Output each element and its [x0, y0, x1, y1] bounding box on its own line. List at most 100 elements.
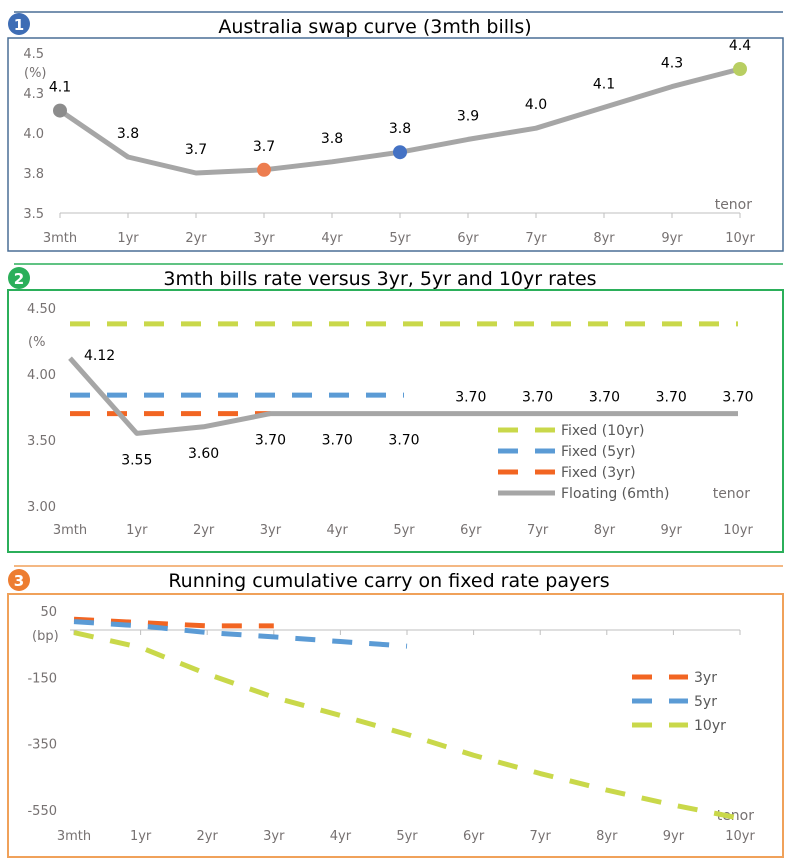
panel-1-data-label: 4.3 — [661, 56, 683, 72]
panel-2-legend: Fixed (10yr) Fixed (5yr) Fixed (3yr) Floati… — [498, 423, 670, 502]
panel-1-y-tick-label: 3.8 — [23, 167, 44, 182]
panel-2-x-tick-label: 3yr — [260, 523, 282, 538]
panel-1-badge-number: 1 — [14, 16, 24, 34]
panel-1-data-label: 3.8 — [117, 126, 139, 142]
panel-1-data-label: 4.1 — [593, 76, 615, 92]
panel-1-data-label: 4.0 — [525, 97, 547, 113]
panel-1-x-tick-label: 4yr — [321, 231, 343, 246]
panel-1-data-label: 3.8 — [321, 131, 343, 147]
panel-2-series-line — [68, 356, 738, 436]
panel-2-badge-number: 2 — [14, 270, 24, 288]
panel-2-x-tick-label: 1yr — [126, 523, 148, 538]
panel-3-x-tick-label: 1yr — [130, 829, 152, 844]
panel-2-data-labels: 4.12 3.55 3.60 3.70 3.70 3.70 3.70 3.70 3.70 3.70… — [84, 348, 754, 468]
panel-1-y-ticks: 3.5 3.8 4.0 4.3 4.5 — [23, 47, 44, 222]
panel-2-x-tick-label: 7yr — [527, 523, 549, 538]
panel-2-data-label: 3.70 — [322, 433, 353, 449]
panel-1-x-tick-label: 3mth — [43, 231, 77, 246]
panel-1-data-label: 3.7 — [185, 142, 207, 158]
panel-2-x-tick-label: 4yr — [327, 523, 349, 538]
panel-2-data-label: 3.70 — [589, 390, 620, 406]
panel-1-data-label: 4.1 — [49, 80, 71, 96]
panel-3-y-tick-label: 50 — [40, 605, 57, 620]
panel-3-frame — [7, 593, 784, 858]
panel-1-markers — [53, 62, 747, 177]
panel-1-data-label: 3.8 — [389, 121, 411, 137]
panel-1-marker — [53, 103, 67, 118]
panel-3-x-tick-label: 4yr — [330, 829, 352, 844]
panel-2-data-label: 3.60 — [188, 446, 219, 462]
panel-2-data-label: 3.70 — [388, 433, 419, 449]
panel-1-frame — [7, 37, 784, 252]
panel-3-x-ticks: 3mth 1yr 2yr 3yr 4yr 5yr 6yr 7yr 8yr 9yr 10yr — [57, 630, 755, 844]
panel-1-x-tick-label: 7yr — [525, 231, 547, 246]
panel-1-ylabel: (%) — [24, 66, 47, 81]
panel-3-legend-label: 10yr — [694, 718, 726, 734]
panel-3-x-tick-label: 2yr — [197, 829, 219, 844]
panel-3-legend-label: 3yr — [694, 670, 717, 686]
panel-2-data-label: 3.70 — [455, 390, 486, 406]
panel-2-data-label: 4.12 — [84, 348, 115, 364]
panel-2: 2 3mth bills rate versus 3yr, 5yr and 10… — [7, 263, 784, 553]
panel-3-x-tick-label: 5yr — [396, 829, 418, 844]
panel-1-x-ticks: 3mth 1yr 2yr 3yr 4yr 5yr 6yr 7yr 8yr 9yr 10yr — [43, 213, 755, 246]
panel-2-ylabel: (% — [28, 335, 45, 350]
panel-2-x-tick-label: 8yr — [594, 523, 616, 538]
panel-1: 1 Australia swap curve (3mth bills) (%) … — [7, 11, 784, 252]
panel-1-y-tick-label: 3.5 — [23, 207, 44, 222]
panel-2-series — [68, 321, 738, 436]
panel-2-x-tick-label: 5yr — [393, 523, 415, 538]
panel-2-data-label: 3.55 — [121, 452, 152, 468]
panel-1-y-tick-label: 4.3 — [23, 87, 44, 102]
panel-2-x-tick-label: 2yr — [193, 523, 215, 538]
panel-2-y-tick-label: 3.00 — [27, 500, 56, 515]
panel-1-xlabel: tenor — [715, 197, 753, 213]
panel-1-x-tick-label: 6yr — [457, 231, 479, 246]
panel-2-x-tick-label: 3mth — [53, 523, 87, 538]
panel-1-badge — [8, 13, 30, 35]
panel-1-y-tick-label: 4.5 — [23, 47, 44, 62]
panel-2-x-tick-label: 10yr — [723, 523, 753, 538]
panel-1-x-tick-label: 2yr — [185, 231, 207, 246]
panel-2-data-label: 3.70 — [522, 390, 553, 406]
panel-2-y-tick-label: 4.00 — [27, 368, 56, 383]
panel-2-frame — [7, 289, 784, 553]
panel-1-data-label: 3.9 — [457, 108, 479, 124]
panel-3-x-tick-label: 3mth — [57, 829, 91, 844]
panel-3-title: Running cumulative carry on fixed rate p… — [168, 570, 609, 592]
panel-1-marker — [733, 62, 747, 76]
panel-3-legend: 3yr 5yr 10yr — [632, 670, 726, 734]
panel-2-x-tick-label: 6yr — [460, 523, 482, 538]
panel-3-x-tick-label: 7yr — [530, 829, 552, 844]
panel-3: 3 Running cumulative carry on fixed rate… — [7, 565, 784, 858]
panel-2-y-tick-label: 4.50 — [27, 302, 56, 317]
panel-1-x-tick-label: 3yr — [253, 231, 275, 246]
panel-2-x-ticks: 3mth 1yr 2yr 3yr 4yr 5yr 6yr 7yr 8yr 9yr 10yr — [53, 523, 754, 538]
panel-3-x-tick-label: 3yr — [263, 829, 285, 844]
panel-3-series-line — [73, 616, 274, 629]
panel-3-x-tick-label: 8yr — [596, 829, 618, 844]
panel-3-series-line — [73, 619, 408, 649]
panel-1-marker — [257, 162, 271, 177]
panel-2-x-tick-label: 9yr — [661, 523, 683, 538]
panel-1-marker — [393, 145, 407, 160]
panel-3-legend-label: 5yr — [694, 694, 717, 710]
panel-1-y-tick-label: 4.0 — [23, 127, 44, 142]
panel-3-y-tick-label: -350 — [27, 738, 57, 753]
panel-3-xlabel: tenor — [717, 808, 755, 824]
panel-1-data-labels: 4.1 3.8 3.7 3.7 3.8 3.8 3.9 4.0 4.1 4.3 4.4 — [49, 38, 751, 158]
panel-3-series-line — [73, 630, 741, 821]
panel-1-data-label: 4.4 — [729, 38, 751, 54]
panel-2-legend-label: Floating (6mth) — [561, 486, 670, 502]
panel-1-title: Australia swap curve (3mth bills) — [218, 16, 531, 38]
panel-2-data-label: 3.70 — [722, 390, 753, 406]
panel-2-legend-label: Fixed (5yr) — [561, 444, 636, 460]
panel-1-x-tick-label: 8yr — [593, 231, 615, 246]
panel-3-y-ticks: 50 -150 -350 -550 — [27, 605, 57, 819]
panel-1-x-tick-label: 1yr — [117, 231, 139, 246]
panel-1-data-label: 3.7 — [253, 139, 275, 155]
panel-2-data-label: 3.70 — [255, 433, 286, 449]
panel-3-badge — [8, 569, 30, 591]
panel-3-x-tick-label: 9yr — [663, 829, 685, 844]
